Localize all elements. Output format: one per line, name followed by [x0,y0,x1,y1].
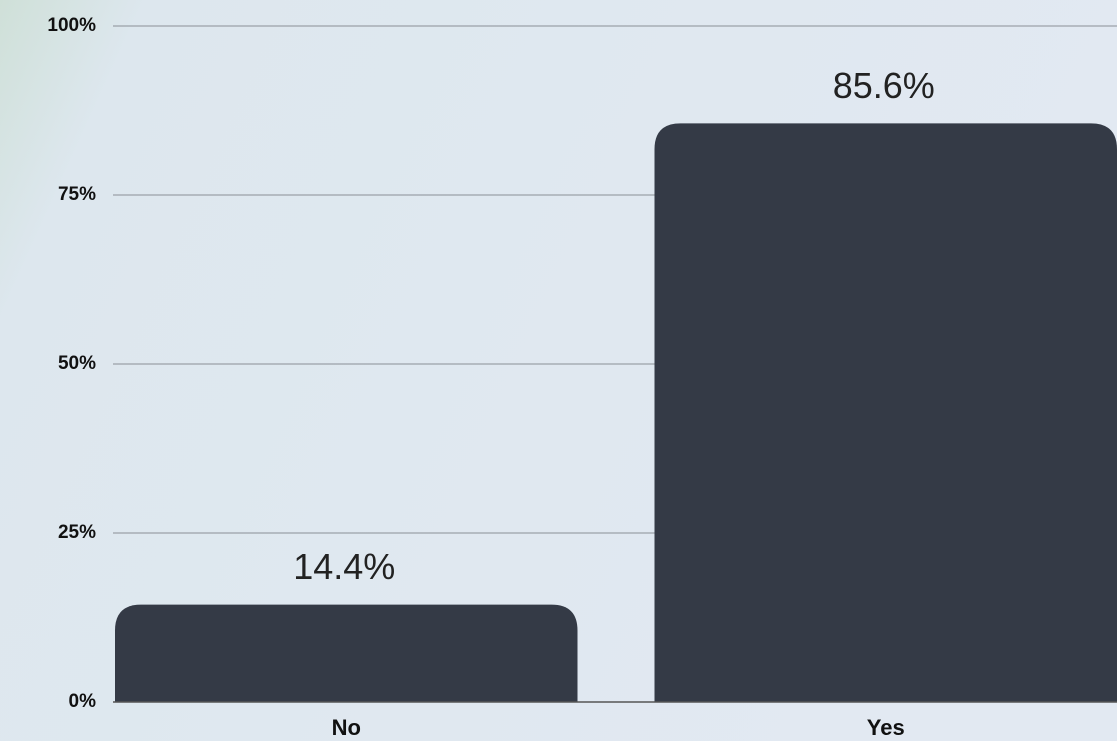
value-label: 85.6% [833,65,935,106]
value-label: 14.4% [293,546,395,587]
x-tick-label: Yes [867,715,905,740]
bar [654,123,1117,703]
x-tick-label: No [332,715,361,740]
y-tick-label: 50% [58,353,96,374]
y-tick-label: 100% [47,15,96,36]
bar [115,604,578,702]
y-tick-label: 25% [58,522,96,543]
y-tick-label: 0% [69,691,97,712]
y-tick-label: 75% [58,184,96,205]
